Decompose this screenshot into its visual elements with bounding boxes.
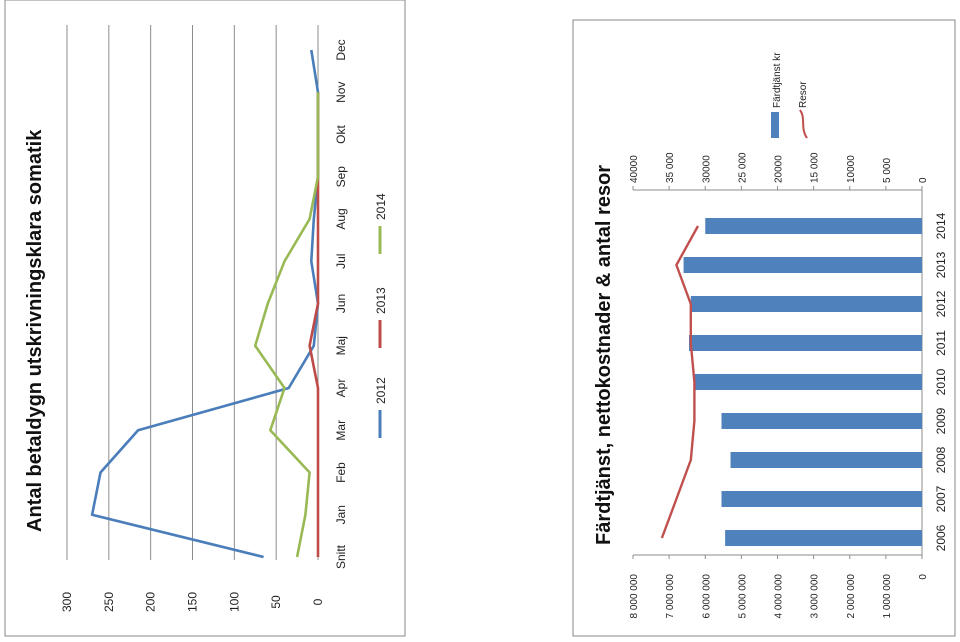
x-tick-label: Maj	[334, 336, 348, 355]
x-tick-label: 2007	[934, 485, 948, 512]
y-tick-label: 300	[60, 592, 74, 612]
bar	[690, 296, 922, 312]
x-tick-label: 2009	[934, 407, 948, 434]
y2-tick-label: 20000	[774, 155, 785, 183]
y-tick-label: 100	[227, 592, 241, 612]
legend-label: 2012	[374, 377, 388, 404]
legend-swatch-line	[799, 109, 808, 139]
series-line-resor	[660, 225, 700, 539]
x-tick-label: Feb	[334, 462, 348, 483]
x-tick-label: 2006	[934, 524, 948, 551]
x-tick-label: Nov	[334, 82, 348, 103]
x-tick-label: 2012	[934, 290, 948, 317]
legend-swatch-bar	[771, 112, 779, 138]
y2-tick-label: 15 000	[810, 152, 821, 183]
y2-tick-label: 35 000	[665, 152, 676, 183]
x-tick-label: Jul	[334, 254, 348, 269]
legend-label: Resor	[798, 81, 809, 108]
y-tick-label: 3 000 000	[810, 574, 821, 619]
y2-tick-label: 25 000	[737, 152, 748, 183]
y2-tick-label: 30000	[701, 155, 712, 183]
series-line-2014	[253, 92, 320, 558]
chart2-legend: Färdtjänst kr Resor	[771, 52, 809, 139]
chart1-frame	[4, 0, 406, 637]
bar	[725, 530, 922, 546]
y-tick-label: 5 000 000	[737, 574, 748, 619]
bar	[721, 491, 922, 507]
x-tick-label: 2011	[934, 330, 948, 356]
y-tick-label: 0	[311, 598, 325, 605]
legend-label: 2013	[374, 287, 388, 314]
legend-label: 2014	[374, 193, 388, 220]
chart1-y-axis: 0 50 100 150 200 250 300	[60, 592, 325, 612]
y-tick-label: 4 000 000	[774, 574, 785, 619]
x-tick-label: 2008	[934, 446, 948, 473]
chart1-x-axis: Snitt Jan Feb Mar Apr Maj Jun Jul Aug Sep Okt Nov De…	[334, 39, 348, 569]
chart2-primary-y-axis: 0 1 000 000 2 000 000 3 000 000 4 000 000 5 0…	[629, 555, 929, 619]
x-tick-label: 2013	[934, 251, 948, 278]
bar	[705, 218, 922, 234]
y2-tick-label: 5 000	[882, 158, 893, 183]
bar	[721, 413, 922, 429]
y-tick-label: 6 000 000	[701, 574, 712, 619]
y2-tick-label: 40000	[629, 155, 640, 183]
chart1-title: Antal betaldygn utskrivningsklara somati…	[24, 129, 46, 532]
x-tick-label: Jun	[334, 294, 348, 313]
chart2-line	[660, 225, 700, 539]
bar	[683, 257, 922, 273]
x-tick-label: Snitt	[334, 544, 348, 569]
y-tick-label: 250	[102, 592, 116, 612]
y2-tick-label: 10000	[846, 155, 857, 183]
chart1-plot-area	[90, 49, 320, 559]
x-tick-label: Aug	[334, 208, 348, 229]
y-tick-label: 1 000 000	[882, 574, 893, 619]
bar	[694, 374, 922, 390]
x-tick-label: Dec	[334, 39, 348, 60]
x-tick-label: 2014	[934, 212, 948, 239]
x-tick-label: 2010	[934, 368, 948, 395]
x-tick-label: Okt	[334, 125, 348, 144]
chart2-x-axis: 2006 2007 2008 2009 2010 2011 2012 2013 2014	[934, 212, 948, 551]
chart2-secondary-y-axis: 0 5 000 10000 15 000 20000 25 000 30000 35 000 4…	[629, 152, 929, 190]
chart2-bars	[683, 218, 922, 546]
y-tick-label: 200	[144, 592, 158, 612]
x-tick-label: Mar	[334, 420, 348, 441]
y-tick-label: 50	[269, 595, 283, 609]
legend-label: Färdtjänst kr	[772, 52, 783, 108]
bar	[688, 335, 922, 351]
chart1-legend: 2012 2013 2014	[374, 193, 388, 438]
y-tick-label: 0	[918, 574, 929, 580]
y2-tick-label: 0	[918, 177, 929, 183]
x-tick-label: Sep	[334, 166, 348, 188]
y-tick-label: 150	[185, 592, 199, 612]
x-tick-label: Jan	[334, 505, 348, 524]
x-tick-label: Apr	[334, 379, 348, 398]
bar	[730, 452, 922, 468]
y-tick-label: 2 000 000	[846, 574, 857, 619]
chart2-title: Färdtjänst, nettokostnader & antal resor	[593, 165, 615, 545]
y-tick-label: 8 000 000	[629, 574, 640, 619]
y-tick-label: 7 000 000	[665, 574, 676, 619]
